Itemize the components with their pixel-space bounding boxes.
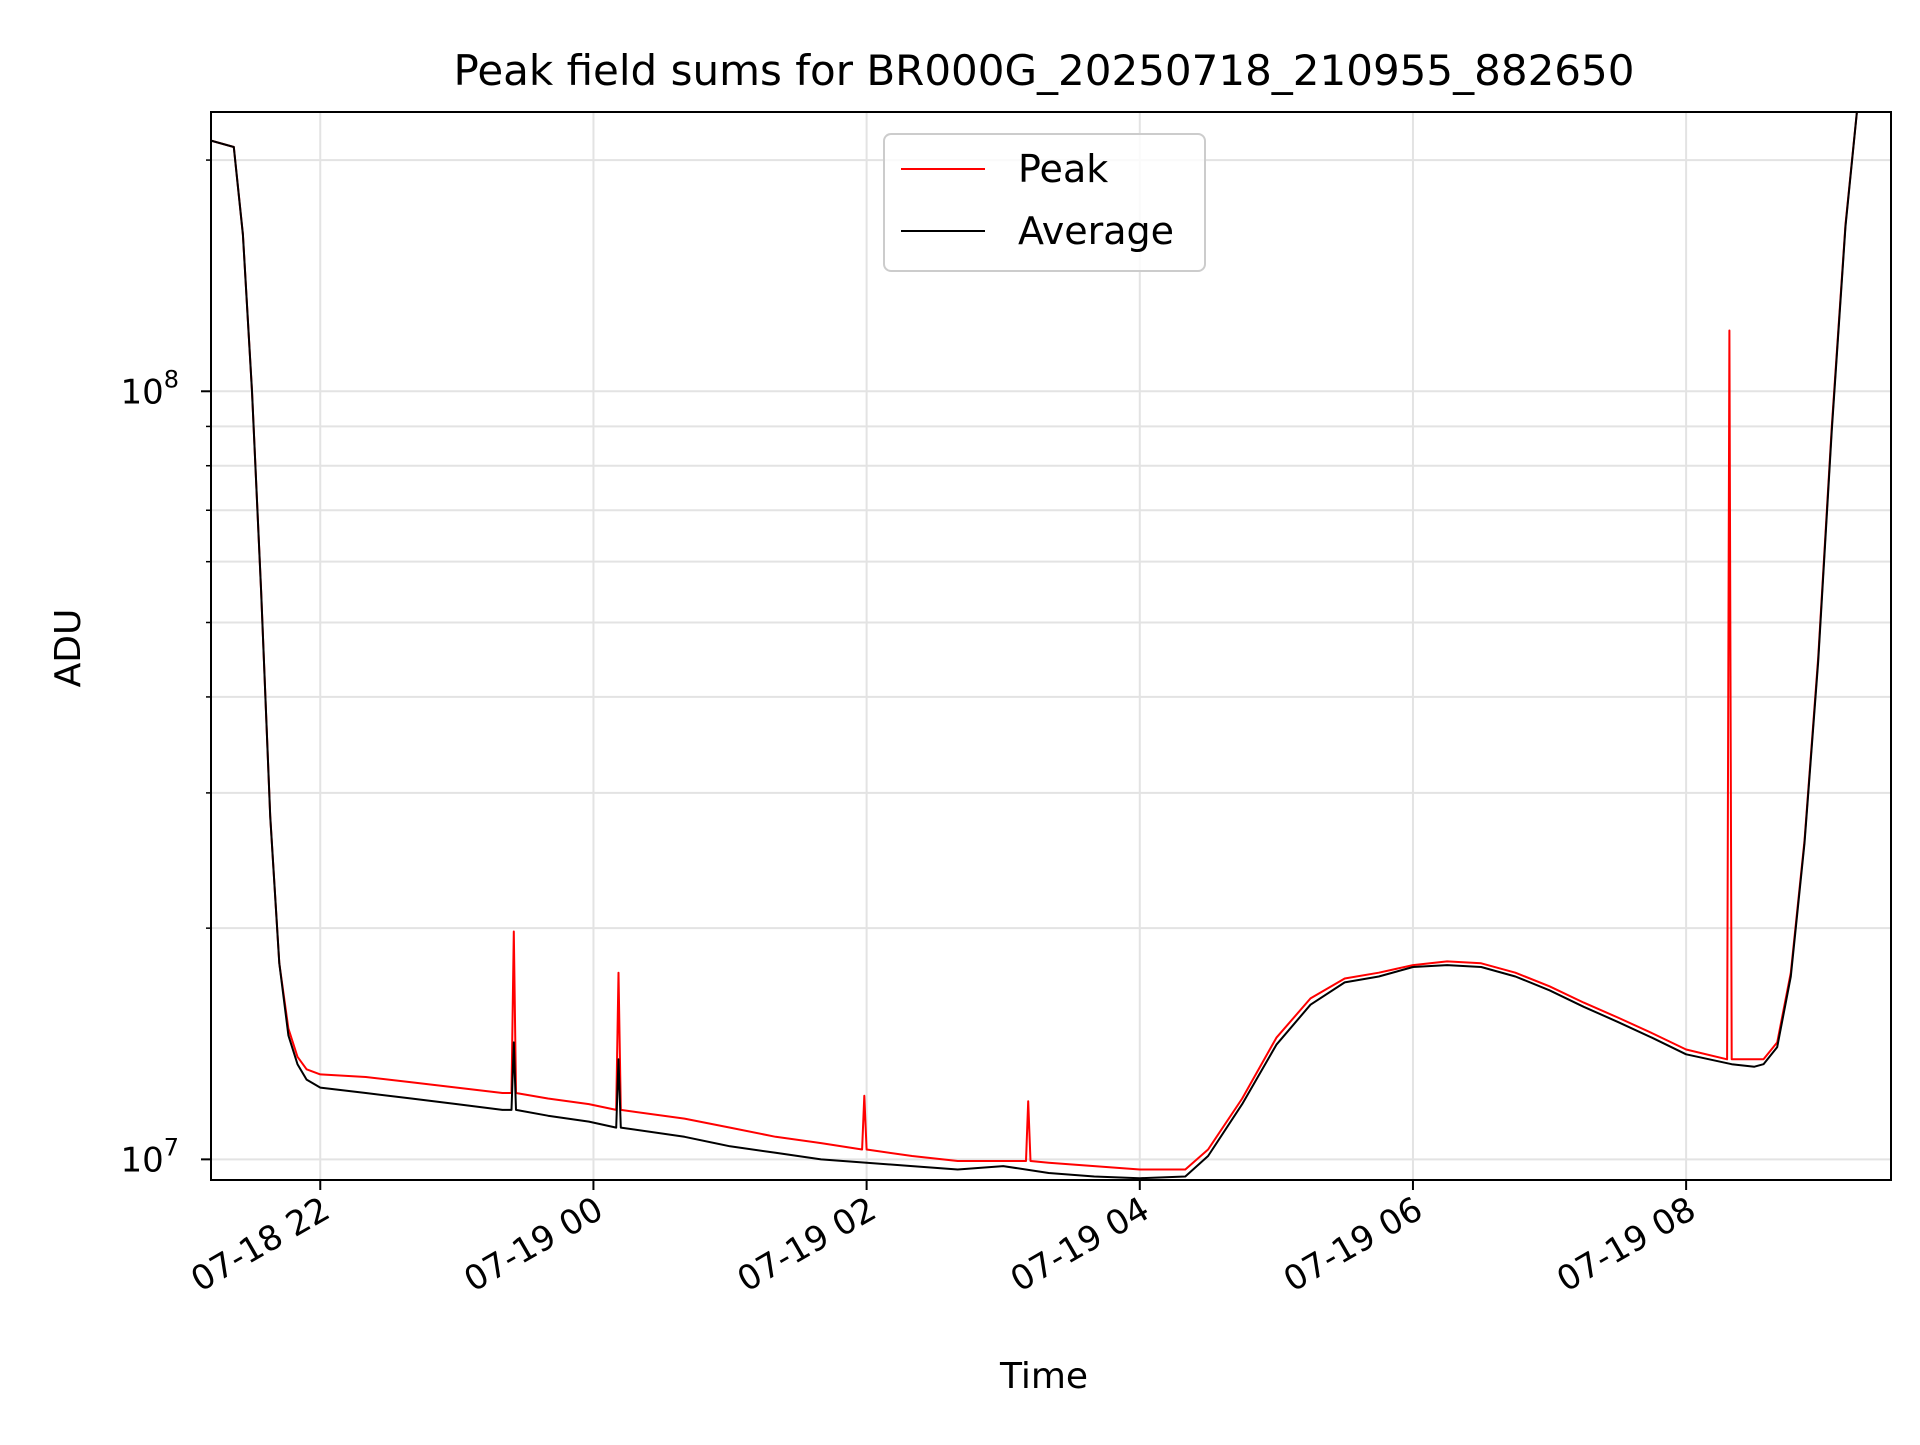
chart-title: Peak field sums for BR000G_20250718_2109… (454, 46, 1635, 95)
series-layer (210, 111, 1858, 1180)
legend-label-average: Average (1018, 209, 1174, 253)
y-tick-label-exponent: 7 (164, 1133, 179, 1161)
plot-frame (210, 111, 1892, 1181)
legend-label-peak: Peak (1018, 147, 1108, 191)
legend: Peak Average (883, 133, 1206, 272)
y-tick-label-exponent: 8 (164, 365, 179, 393)
y-tick-label: 108 (120, 365, 179, 412)
series-line-peak (210, 111, 1858, 1171)
y-tick-label-base: 10 (120, 1140, 163, 1180)
series-line-average (210, 111, 1858, 1180)
y-tick-label: 107 (120, 1133, 179, 1180)
y-tick-label-base: 10 (120, 372, 163, 412)
plot-area (211, 112, 1891, 1180)
x-axis-label: Time (999, 1356, 1088, 1397)
y-axis-label: ADU (48, 609, 89, 688)
